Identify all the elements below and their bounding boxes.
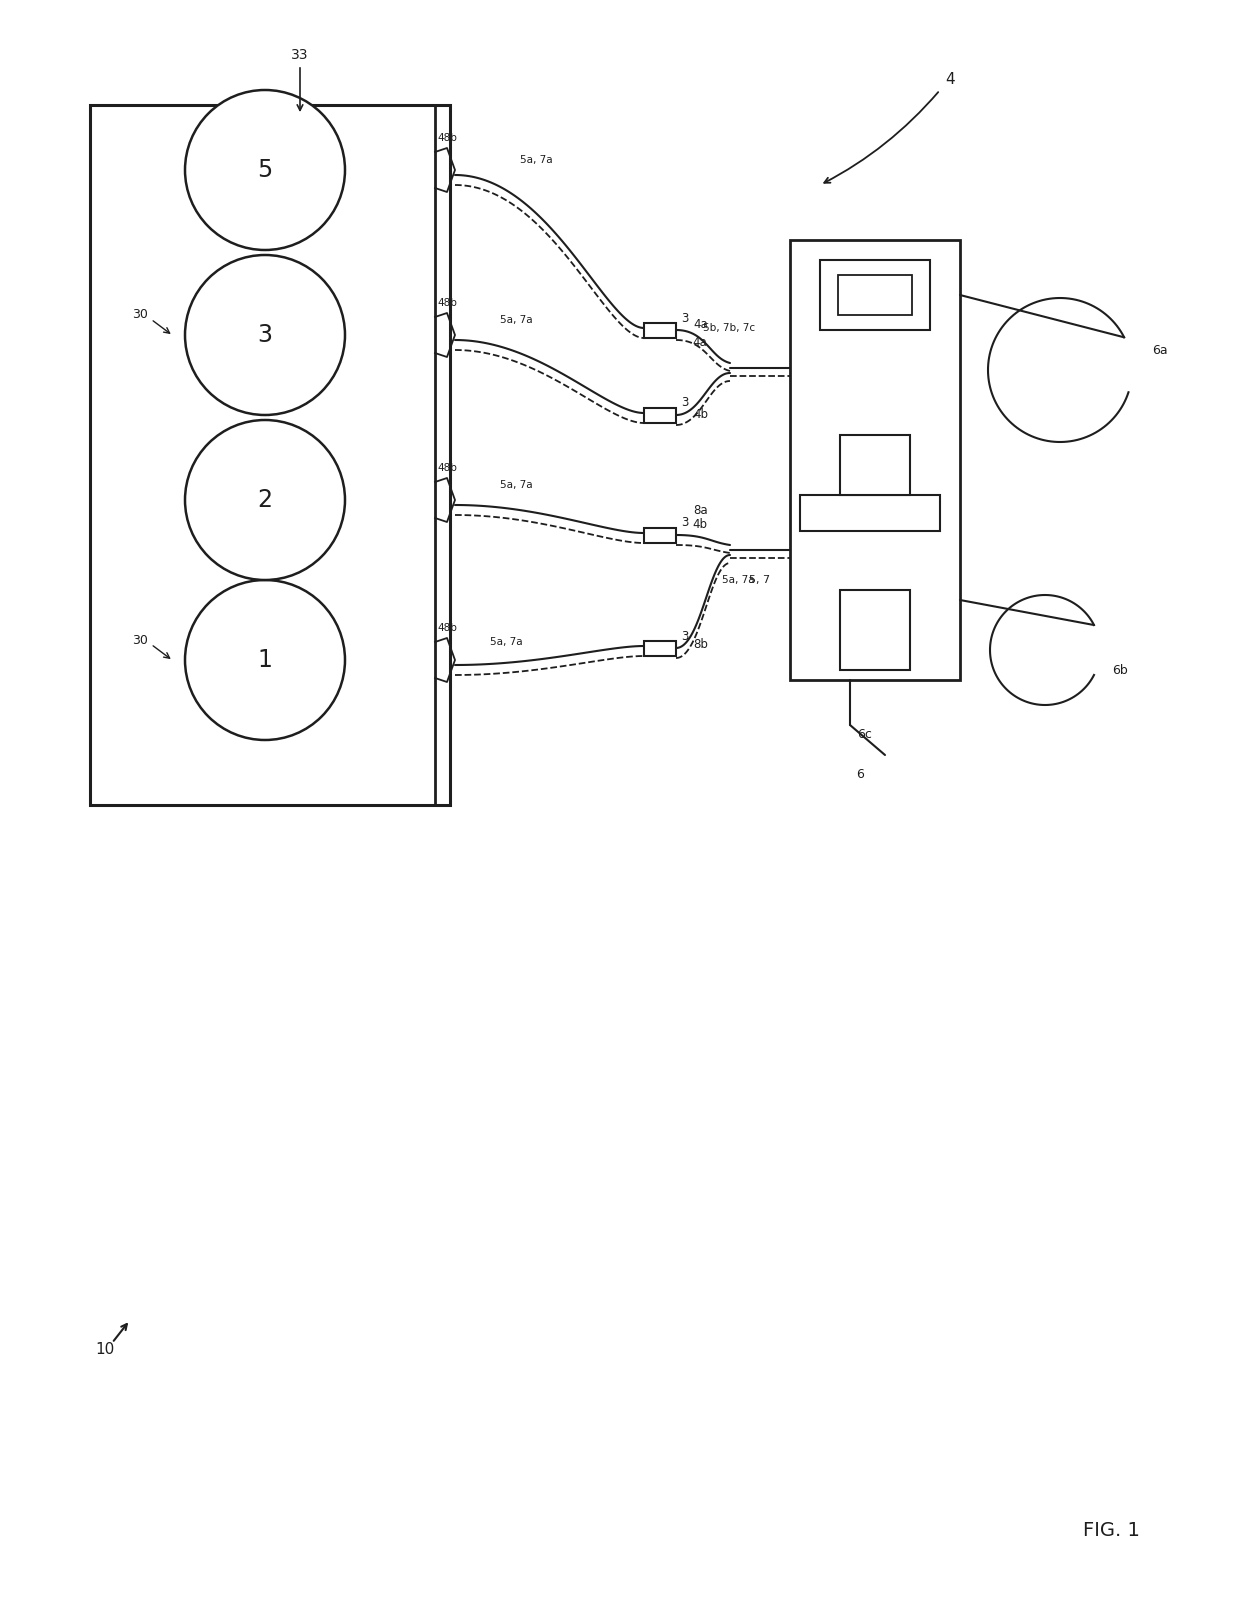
Text: 2: 2 bbox=[258, 489, 273, 513]
Bar bbox=[91, 106, 450, 804]
Text: 5, 7: 5, 7 bbox=[749, 575, 770, 585]
Circle shape bbox=[185, 420, 345, 580]
Text: 6c: 6c bbox=[858, 729, 873, 742]
Text: 3: 3 bbox=[681, 630, 688, 642]
Text: 3: 3 bbox=[681, 311, 688, 325]
Text: 4b: 4b bbox=[693, 409, 708, 421]
Bar bbox=[790, 240, 960, 679]
Text: 8a: 8a bbox=[693, 503, 708, 516]
Bar bbox=[644, 641, 676, 655]
Text: 30: 30 bbox=[133, 633, 148, 647]
Text: 4b: 4b bbox=[692, 519, 708, 532]
Text: 5: 5 bbox=[258, 159, 273, 183]
Text: 3: 3 bbox=[681, 516, 688, 530]
Bar bbox=[838, 276, 911, 316]
Text: 3: 3 bbox=[258, 324, 273, 348]
Bar bbox=[839, 590, 910, 670]
Text: 48b: 48b bbox=[436, 133, 456, 143]
Circle shape bbox=[185, 580, 345, 740]
Bar bbox=[839, 434, 910, 495]
Text: 6b: 6b bbox=[1112, 663, 1128, 676]
Text: 1: 1 bbox=[258, 647, 273, 671]
Text: 5b, 7b, 7c: 5b, 7b, 7c bbox=[703, 324, 755, 333]
Text: 5a, 7a: 5a, 7a bbox=[500, 316, 533, 325]
Text: 3: 3 bbox=[681, 397, 688, 410]
Bar bbox=[800, 495, 940, 530]
Text: 4a: 4a bbox=[693, 319, 708, 332]
Text: 6: 6 bbox=[856, 769, 864, 782]
Circle shape bbox=[185, 90, 345, 250]
Text: 4: 4 bbox=[945, 72, 955, 88]
Text: 4a: 4a bbox=[693, 336, 707, 349]
Text: 33: 33 bbox=[291, 48, 309, 62]
Text: 5a, 7a: 5a, 7a bbox=[723, 575, 755, 585]
Text: 5a, 7a: 5a, 7a bbox=[520, 155, 553, 165]
Text: 6a: 6a bbox=[1152, 343, 1168, 357]
Text: 8b: 8b bbox=[693, 639, 708, 652]
Bar bbox=[644, 527, 676, 543]
Bar bbox=[644, 322, 676, 338]
Text: 5a, 7a: 5a, 7a bbox=[500, 481, 533, 490]
Text: FIG. 1: FIG. 1 bbox=[1083, 1520, 1140, 1540]
Text: 30: 30 bbox=[133, 309, 148, 322]
Circle shape bbox=[185, 255, 345, 415]
Text: 48b: 48b bbox=[436, 463, 456, 473]
Text: 48b: 48b bbox=[436, 623, 456, 633]
Bar bbox=[644, 407, 676, 423]
Text: 48b: 48b bbox=[436, 298, 456, 308]
Bar bbox=[820, 260, 930, 330]
Text: 5a, 7a: 5a, 7a bbox=[490, 638, 522, 647]
Text: 10: 10 bbox=[95, 1342, 114, 1357]
